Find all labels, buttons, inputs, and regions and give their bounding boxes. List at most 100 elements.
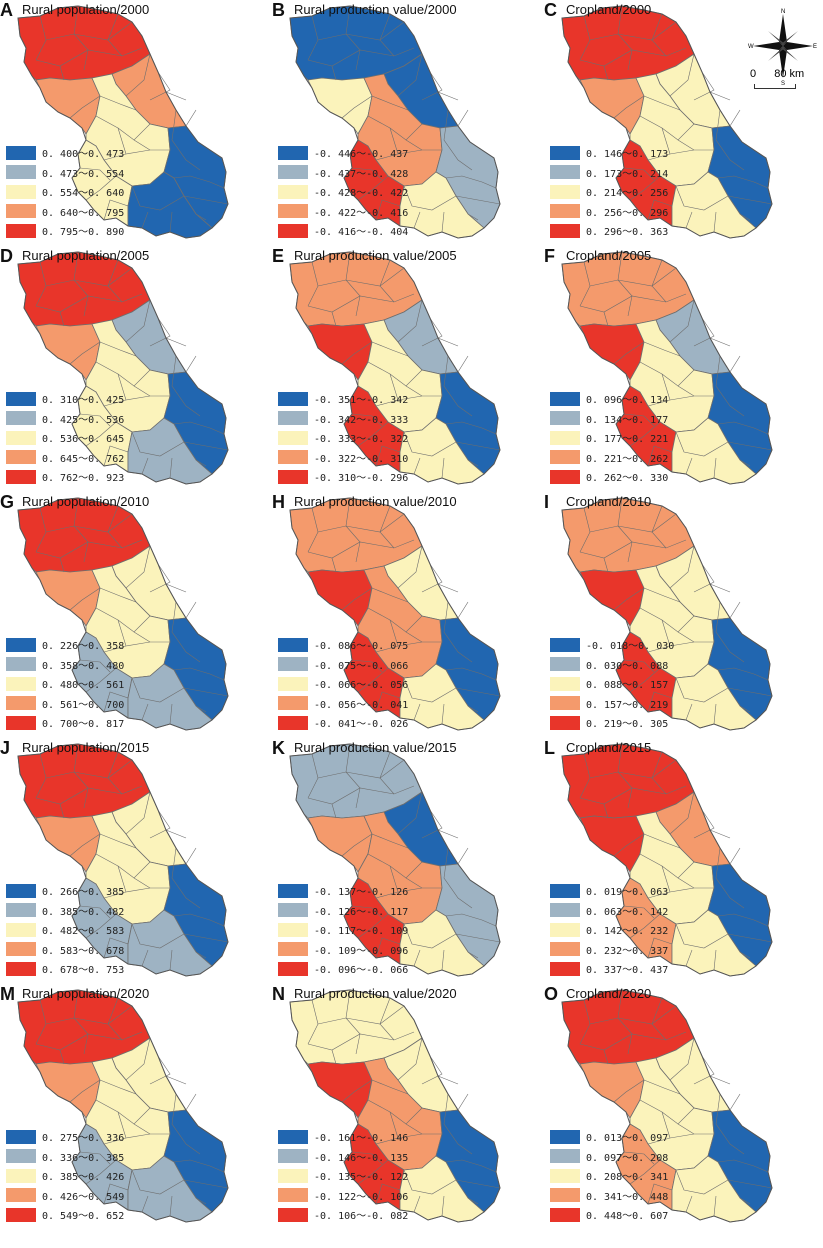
county-border	[183, 933, 229, 943]
county-border	[85, 913, 117, 939]
legend-swatch	[6, 922, 36, 937]
legend-range-label: 0. 019～0. 063	[586, 887, 669, 899]
county-border	[617, 251, 633, 317]
legend-swatch	[6, 1129, 36, 1144]
county-border	[739, 951, 751, 959]
legend-swatch	[6, 430, 36, 445]
county-border	[165, 829, 187, 839]
legend-range-label: 0. 221～0. 262	[586, 453, 669, 465]
legend-range-label: 0. 262～0. 330	[586, 473, 669, 485]
legend-item: 0. 173～0. 214	[550, 163, 668, 183]
legend-item: 0. 536～0. 645	[6, 428, 124, 448]
county-border	[389, 865, 399, 893]
county-border	[727, 195, 773, 205]
county-border	[579, 293, 687, 313]
county-border	[171, 601, 201, 663]
county-border	[149, 71, 171, 101]
legend-range-label: 0. 310～0. 425	[42, 395, 125, 407]
legend-range-label: 0. 426～0. 549	[42, 1191, 125, 1203]
county-border	[677, 631, 695, 643]
county-border	[389, 1111, 399, 1139]
county-border	[413, 703, 421, 721]
county-border	[371, 1079, 409, 1095]
legend-range-label: -0. 137～-0. 126	[314, 887, 409, 899]
compass-north-label: N	[781, 9, 785, 15]
county-border	[739, 213, 751, 221]
legend-swatch	[6, 715, 36, 730]
legend-item: -0. 351～-0. 342	[278, 389, 408, 409]
legend-range-label: -0. 109～-0. 096	[314, 945, 409, 957]
county-border	[185, 601, 197, 619]
county-border	[685, 1195, 693, 1213]
map-panel-h: H Rural production value/2010 -0. 086～-0. …	[272, 492, 542, 736]
county-border	[351, 413, 383, 427]
county-border	[579, 785, 687, 805]
scale-bar	[754, 84, 796, 89]
legend-item: 0. 019～0. 063	[550, 881, 668, 901]
province-map	[289, 989, 501, 1223]
county-border	[169, 703, 173, 725]
county-border	[467, 705, 479, 713]
county-border	[331, 803, 337, 819]
compass-south-label: S	[781, 81, 785, 87]
county-border	[623, 413, 655, 427]
county-border	[141, 211, 149, 229]
county-border	[133, 877, 151, 889]
county-border	[709, 337, 731, 347]
county-border	[389, 373, 399, 401]
county-border	[133, 631, 151, 643]
county-border	[729, 109, 741, 127]
legend-swatch	[6, 184, 36, 199]
legend: 0. 226～0. 358 0. 358～0. 480 0. 480～0. 561 0…	[6, 635, 124, 733]
legend-item: -0. 106～-0. 082	[278, 1205, 408, 1225]
county-border	[307, 47, 415, 67]
legend-item: 0. 157～0. 219	[550, 694, 674, 714]
panel-title: Rural production value/2015	[294, 740, 457, 755]
panel-title: Cropland/2010	[566, 494, 652, 509]
panel-letter: K	[272, 738, 285, 758]
county-border	[669, 299, 695, 343]
county-border	[389, 127, 399, 155]
county-border	[79, 1151, 111, 1165]
county-border	[85, 175, 117, 201]
county-border	[647, 1133, 714, 1145]
county-border	[131, 923, 185, 949]
legend-range-label: 0. 640～0. 795	[42, 207, 125, 219]
legend-item: 0. 219～0. 305	[550, 713, 674, 733]
province-outline	[17, 5, 229, 239]
map-panel-e: E Rural production value/2005 -0. 351～-0. …	[272, 246, 542, 490]
legend-range-label: -0. 322～-0. 310	[314, 453, 409, 465]
legend-range-label: 0. 214～0. 256	[586, 188, 669, 200]
county-border	[579, 47, 687, 67]
legend-swatch	[550, 1188, 580, 1203]
legend-item: 0. 266～0. 385	[6, 881, 124, 901]
legend-range-label: 0. 400～0. 473	[42, 149, 125, 161]
county-border	[125, 1037, 151, 1081]
county-border	[727, 687, 773, 697]
legend-item: 0. 177～0. 221	[550, 428, 668, 448]
legend-swatch	[550, 676, 580, 691]
county-border	[397, 545, 423, 589]
county-border	[59, 557, 65, 573]
county-border	[125, 791, 151, 835]
county-border	[675, 677, 729, 703]
county-border	[125, 299, 151, 343]
legend-range-label: 0. 096～0. 134	[586, 395, 669, 407]
county-border	[717, 667, 769, 681]
legend-item: 0. 762～0. 923	[6, 467, 124, 487]
legend-item: -0. 135～-0. 122	[278, 1166, 408, 1186]
county-border	[661, 619, 671, 647]
legend-range-label: 0. 266～0. 385	[42, 887, 125, 899]
county-border	[617, 743, 633, 809]
county-border	[195, 951, 207, 959]
legend-swatch	[6, 1207, 36, 1222]
legend-item: 0. 482～0. 583	[6, 920, 124, 940]
legend: 0. 019～0. 063 0. 063～0. 142 0. 142～0. 232 0…	[550, 881, 668, 979]
panel-letter: G	[0, 492, 15, 512]
county-border	[589, 513, 677, 533]
county-border	[467, 213, 479, 221]
legend: -0. 137～-0. 126 -0. 126～-0. 117 -0. 117～-0…	[278, 881, 408, 979]
legend-item: -0. 310～-0. 296	[278, 467, 408, 487]
legend: 0. 275～0. 336 0. 336～0. 385 0. 385～0. 426 0…	[6, 1127, 124, 1225]
county-border	[437, 337, 459, 347]
